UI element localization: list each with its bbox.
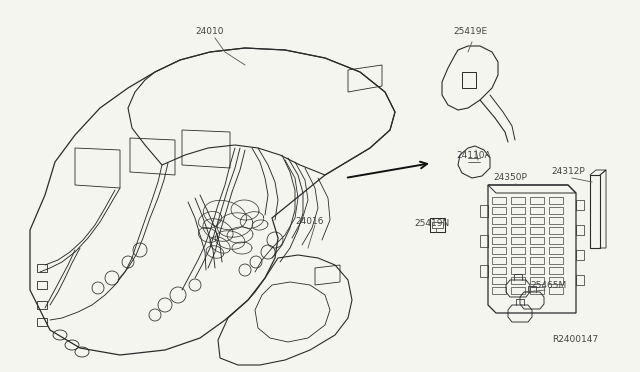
Bar <box>492 227 506 234</box>
Text: 25465M: 25465M <box>530 280 566 289</box>
Bar <box>480 205 488 217</box>
Bar <box>492 277 506 284</box>
Bar <box>511 247 525 254</box>
Bar <box>576 275 584 285</box>
Bar <box>37 281 47 289</box>
Bar <box>549 257 563 264</box>
Bar <box>480 235 488 247</box>
Bar <box>511 217 525 224</box>
Bar <box>549 197 563 204</box>
Bar <box>549 267 563 274</box>
Bar <box>530 287 544 294</box>
Bar <box>37 318 47 326</box>
Bar <box>511 207 525 214</box>
Text: 25419E: 25419E <box>453 28 487 36</box>
Bar <box>530 217 544 224</box>
Bar <box>492 197 506 204</box>
Bar <box>530 277 544 284</box>
Bar <box>549 237 563 244</box>
Bar <box>530 207 544 214</box>
Bar <box>549 277 563 284</box>
Bar <box>511 257 525 264</box>
Bar <box>530 197 544 204</box>
Bar <box>492 257 506 264</box>
Bar <box>492 247 506 254</box>
Bar <box>511 287 525 294</box>
Text: 24010: 24010 <box>196 28 224 36</box>
Bar <box>530 237 544 244</box>
Bar <box>549 217 563 224</box>
Text: 24350P: 24350P <box>493 173 527 183</box>
Bar <box>530 257 544 264</box>
Text: 24312P: 24312P <box>551 167 585 176</box>
Bar <box>492 287 506 294</box>
Bar <box>530 247 544 254</box>
Bar <box>530 267 544 274</box>
Bar <box>37 264 47 272</box>
Bar <box>37 301 47 309</box>
Bar <box>511 197 525 204</box>
Bar <box>549 227 563 234</box>
Bar <box>492 237 506 244</box>
Text: R2400147: R2400147 <box>552 336 598 344</box>
Bar <box>480 265 488 277</box>
Bar <box>576 225 584 235</box>
Bar <box>511 227 525 234</box>
Bar <box>576 250 584 260</box>
Bar <box>511 277 525 284</box>
Text: 25419N: 25419N <box>414 218 450 228</box>
Text: 24110A: 24110A <box>457 151 492 160</box>
Text: 24016: 24016 <box>296 218 324 227</box>
Bar <box>492 217 506 224</box>
Bar <box>549 287 563 294</box>
Bar <box>530 227 544 234</box>
Bar <box>576 200 584 210</box>
Bar <box>492 267 506 274</box>
Bar <box>549 207 563 214</box>
Bar <box>511 267 525 274</box>
Bar <box>511 237 525 244</box>
Bar <box>492 207 506 214</box>
Bar <box>549 247 563 254</box>
